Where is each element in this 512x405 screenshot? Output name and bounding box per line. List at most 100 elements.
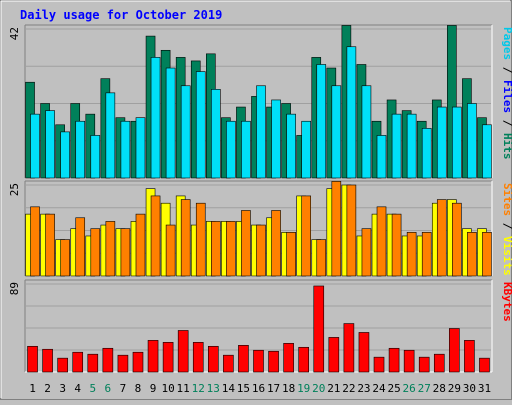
bar-sites-day-5 [90,228,101,277]
bar-kbytes-day-1 [27,345,38,373]
bar-files-day-10 [165,67,176,179]
x-axis-labels: 1 2 3 4 5 6 7 8 9 10 11 12 13 14 15 16 17 18 19 20 21 22 23 24 2… [29,382,491,395]
bar-kbytes-day-17 [268,350,279,373]
x-tick-label-day-13: 13 [207,382,220,395]
bar-kbytes-day-10 [162,342,174,373]
bar-sites-day-7 [120,228,131,277]
legend-part-1: / [501,60,512,80]
bar-sites-day-8 [135,213,146,277]
legend-part-0: Pages [501,27,512,60]
bar-kbytes-day-12 [192,342,204,373]
bar-kbytes-day-28 [433,353,445,373]
bar-sites-day-15 [241,210,251,277]
bar-kbytes-day-8 [132,351,144,373]
x-tick-label-day-27: 27 [418,382,431,395]
x-tick-label-day-26: 26 [403,382,416,395]
bar-files-day-25 [391,113,402,179]
bar-files-day-11 [180,85,191,179]
y-max-label: 42 [8,27,21,40]
series-legend-label: KBytes [501,282,512,322]
x-tick-label-day-14: 14 [222,382,236,395]
x-tick-label-day-5: 5 [89,382,96,395]
bar-sites-day-24 [376,206,387,277]
bar-files-day-2 [45,110,55,179]
x-tick-label-day-6: 6 [105,382,112,395]
bar-kbytes-day-22 [343,323,355,373]
series-legend-label: Sites / Visits [501,183,512,276]
bar-kbytes-day-27 [418,356,430,373]
bar-kbytes-day-6 [102,347,114,373]
bar-files-day-20 [316,64,327,179]
bar-sites-day-13 [211,221,221,277]
x-tick-label-day-29: 29 [448,382,461,395]
bar-sites-day-4 [75,217,86,277]
bar-sites-day-19 [301,195,311,277]
y-max-label: 25 [8,183,21,196]
x-tick-label-day-8: 8 [135,382,142,395]
bar-sites-day-16 [256,224,266,277]
x-tick-label-day-3: 3 [59,382,66,395]
bar-files-day-19 [301,120,311,179]
x-tick-label-day-17: 17 [267,382,280,395]
bar-files-day-6 [105,92,116,179]
bar-sites-day-11 [180,199,191,277]
bar-kbytes-day-14 [223,354,234,373]
bar-kbytes-day-29 [449,328,460,373]
legend-part-1: / [501,216,512,236]
legend-part-4: Hits [501,133,512,160]
bar-files-day-1 [30,113,40,179]
bar-files-day-26 [406,113,417,179]
x-tick-label-day-12: 12 [192,382,205,395]
bar-sites-day-18 [286,232,296,277]
x-tick-label-day-24: 24 [372,382,386,395]
bar-kbytes-day-3 [57,357,68,373]
bar-files-day-22 [346,46,357,179]
bar-hits-day-29 [447,25,457,179]
bar-sites-day-3 [60,239,70,277]
x-tick-label-day-18: 18 [282,382,295,395]
legend-part-0: KBytes [501,282,512,322]
bar-sites-day-22 [346,184,357,277]
bar-sites-day-10 [165,224,176,277]
bar-sites-day-1 [30,206,40,277]
bar-kbytes-day-5 [87,353,99,373]
bar-files-day-4 [75,120,86,179]
y-max-label: 89 [8,282,21,295]
x-tick-label-day-19: 19 [297,382,310,395]
bar-kbytes-day-2 [42,348,53,373]
bar-kbytes-day-24 [373,356,385,373]
bar-kbytes-day-7 [117,354,129,373]
legend-part-3: / [501,113,512,133]
bar-kbytes-day-20 [313,285,325,373]
series-legend-label: Pages / Files / Hits [501,27,512,160]
legend-part-2: Visits [501,236,512,276]
bar-sites-day-27 [421,232,432,277]
bar-sites-day-28 [436,199,447,277]
bar-files-day-23 [361,85,372,179]
x-tick-label-day-20: 20 [312,382,325,395]
bar-sites-day-17 [271,210,281,277]
x-tick-label-day-22: 22 [342,382,355,395]
bar-files-day-9 [150,57,161,179]
chart-panels: 42 Pages / Files / Hits 25 Sites / Visits 89… [8,24,512,373]
bar-files-day-21 [331,85,342,179]
bar-kbytes-day-21 [328,337,340,373]
x-tick-label-day-10: 10 [161,382,174,395]
bar-kbytes-day-11 [177,330,189,373]
bar-sites-day-30 [467,232,477,277]
bar-files-day-28 [436,106,447,179]
bar-files-day-3 [60,131,70,179]
x-tick-label-day-31: 31 [478,382,491,395]
bar-files-day-31 [482,124,492,179]
bar-sites-day-12 [195,202,206,277]
x-tick-label-day-7: 7 [120,382,127,395]
bar-sites-day-29 [452,202,462,277]
panel-kbytes: 89 KBytes [8,279,512,373]
bar-sites-day-23 [361,228,372,277]
x-tick-label-day-15: 15 [237,382,250,395]
bar-kbytes-day-16 [253,349,264,373]
bar-files-day-7 [120,120,131,179]
bar-files-day-18 [286,113,296,179]
